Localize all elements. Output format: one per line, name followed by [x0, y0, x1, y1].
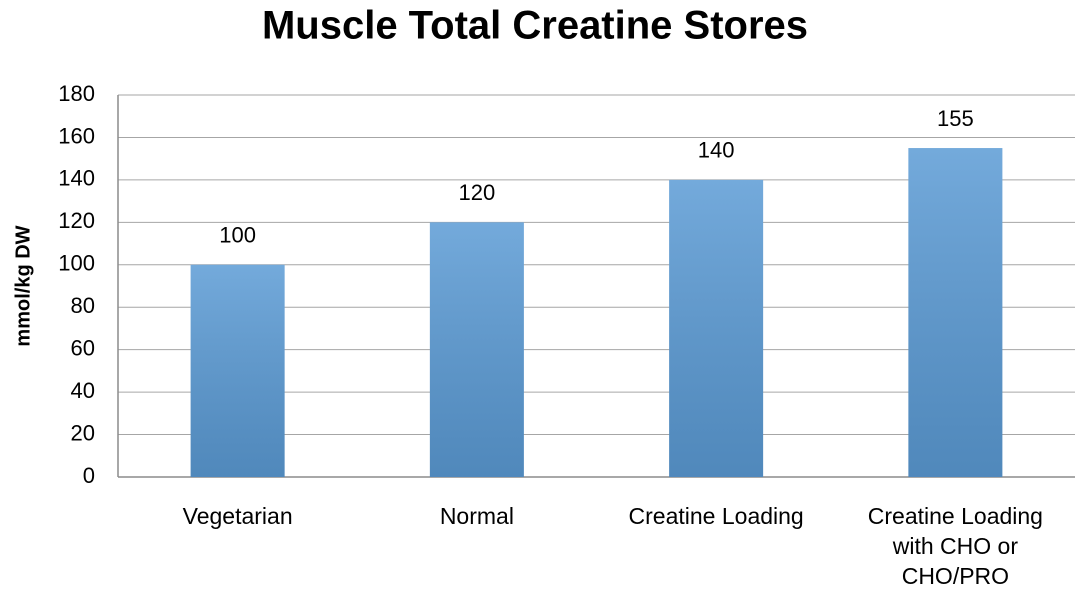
- x-tick-label: Normal: [439, 503, 514, 529]
- y-tick-label: 60: [71, 335, 95, 360]
- chart-title: Muscle Total Creatine Stores: [262, 4, 808, 48]
- y-tick-label: 40: [71, 378, 95, 403]
- x-tick-label: Creatine Loading with CHO or CHO/PRO: [867, 503, 1043, 589]
- y-tick-label: 120: [58, 208, 95, 233]
- value-label: 120: [459, 180, 496, 205]
- bar-shade: [908, 148, 1003, 478]
- x-tick-label: Creatine Loading: [628, 503, 804, 529]
- value-label: 100: [219, 223, 256, 248]
- y-tick-label: 180: [58, 81, 95, 106]
- bar-shade: [190, 264, 285, 477]
- y-tick-label: 20: [71, 420, 95, 445]
- y-tick-label: 0: [83, 463, 95, 488]
- value-label: 140: [698, 138, 735, 163]
- bar-shade: [429, 222, 524, 477]
- y-axis-label: mmol/kg DW: [12, 225, 34, 346]
- bar-shade: [669, 179, 764, 477]
- x-tick-label: Vegetarian: [182, 503, 293, 529]
- value-label: 155: [937, 106, 974, 131]
- y-tick-label: 160: [58, 123, 95, 148]
- y-tick-label: 80: [71, 293, 95, 318]
- y-tick-label: 140: [58, 166, 95, 191]
- y-tick-label: 100: [58, 251, 95, 276]
